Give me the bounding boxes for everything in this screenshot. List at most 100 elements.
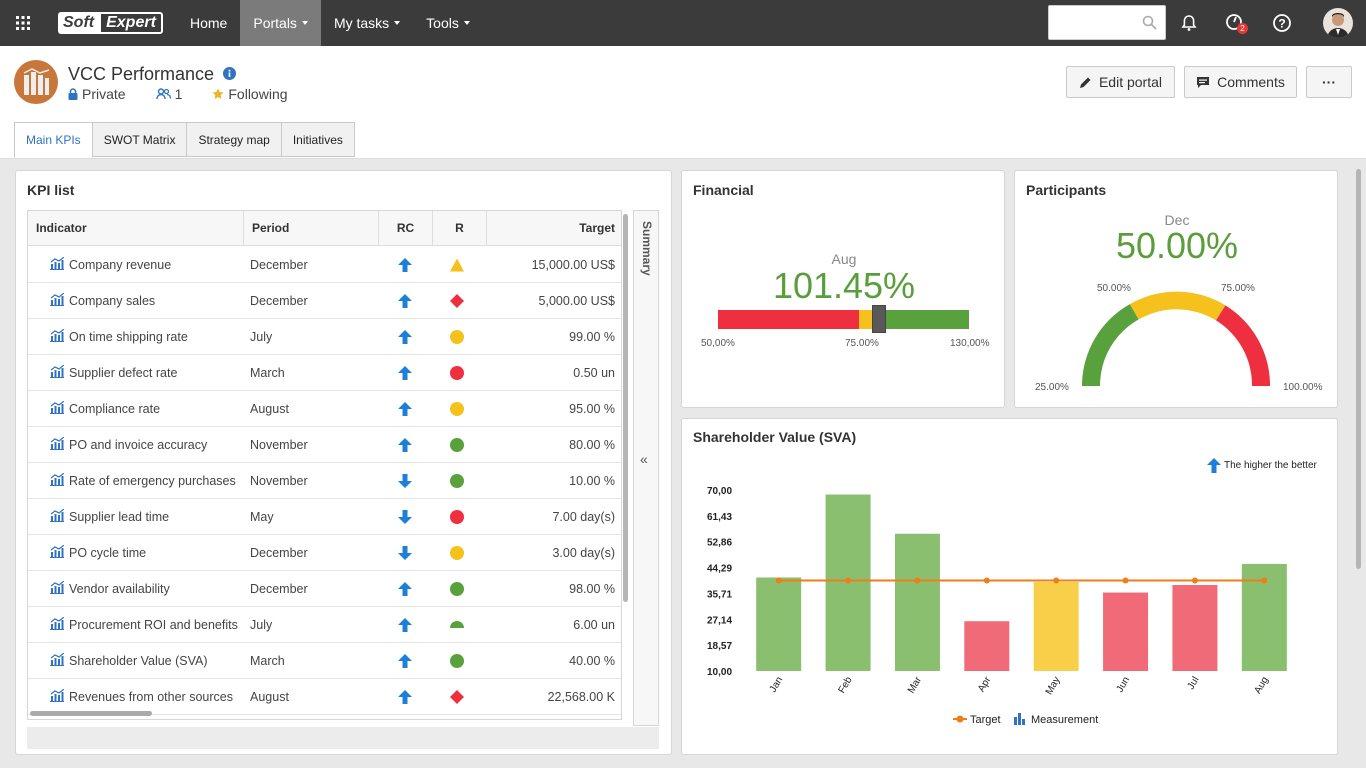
legend-measurement-bar xyxy=(1018,713,1021,725)
table-row[interactable]: Shareholder Value (SVA) March 40.00 % xyxy=(28,643,621,679)
comments-button[interactable]: Comments xyxy=(1184,66,1297,98)
tab-strategy-map-label: Strategy map xyxy=(198,132,270,147)
arrow-up-icon xyxy=(397,617,413,633)
chevron-down-icon xyxy=(463,21,470,25)
indicator-cell[interactable]: PO cycle time xyxy=(50,535,146,571)
x-tick-label: Aug xyxy=(1252,675,1270,696)
logo-text-left: Soft xyxy=(58,12,100,34)
softexpert-logo[interactable]: Soft Expert xyxy=(58,10,170,36)
target-cell: 95.00 % xyxy=(569,402,615,416)
nav-my-tasks[interactable]: My tasks xyxy=(321,0,413,46)
apps-grid-icon[interactable] xyxy=(0,0,46,46)
indicator-cell[interactable]: Compliance rate xyxy=(50,391,160,427)
edit-portal-button[interactable]: Edit portal xyxy=(1066,66,1175,98)
indicator-name: On time shipping rate xyxy=(69,330,188,344)
indicator-cell[interactable]: Company revenue xyxy=(50,247,171,283)
target-cell: 6.00 un xyxy=(573,618,615,632)
table-row[interactable]: Company revenue December 15,000.00 US$ xyxy=(28,247,621,283)
search-input[interactable] xyxy=(1048,5,1166,40)
kpi-chart-icon xyxy=(50,292,65,309)
gauge-segment-green xyxy=(1082,304,1139,386)
arrow-down-icon xyxy=(397,545,413,561)
participants-value: 50.00% xyxy=(1115,225,1239,266)
target-cell: 7.00 day(s) xyxy=(552,510,615,524)
privacy-label: Private xyxy=(82,86,126,102)
period-cell: July xyxy=(250,618,273,632)
arrow-up-icon xyxy=(1207,458,1221,473)
indicator-cell[interactable]: Supplier lead time xyxy=(50,499,169,535)
y-tick-label: 52,86 xyxy=(707,538,732,549)
status-circle-yellow-icon xyxy=(449,545,465,561)
members-count[interactable]: 1 xyxy=(155,86,182,102)
indicator-cell[interactable]: Vendor availability xyxy=(50,571,170,607)
column-header-period[interactable]: Period xyxy=(244,211,379,246)
table-row[interactable]: Compliance rate August 95.00 % xyxy=(28,391,621,427)
table-row[interactable]: Vendor availability December 98.00 % xyxy=(28,571,621,607)
indicator-cell[interactable]: Rate of emergency purchases xyxy=(50,463,236,499)
indicator-cell[interactable]: Company sales xyxy=(50,283,155,319)
indicator-cell[interactable]: Procurement ROI and benefits xyxy=(50,607,238,643)
x-tick-label: Apr xyxy=(976,674,994,694)
period-cell: November xyxy=(250,474,308,488)
vertical-scrollbar-track[interactable] xyxy=(623,214,628,602)
sva-title: Shareholder Value (SVA) xyxy=(693,429,857,445)
indicator-name: Compliance rate xyxy=(69,402,161,416)
status-circle-red-icon xyxy=(449,509,465,525)
pencil-icon xyxy=(1079,77,1091,88)
dashboard-area: KPI list Indicator Period RC R Target Co… xyxy=(0,158,1366,768)
horizontal-scrollbar[interactable] xyxy=(30,711,152,716)
table-row[interactable]: PO and invoice accuracy November 80.00 % xyxy=(28,427,621,463)
table-row[interactable]: PO cycle time December 3.00 day(s) xyxy=(28,535,621,571)
legend-measurement-bar xyxy=(1022,719,1025,725)
tab-initiatives[interactable]: Initiatives xyxy=(280,122,355,157)
notification-badge: 2 xyxy=(1237,23,1248,34)
bar-jul xyxy=(1172,585,1218,671)
kpi-list-title: KPI list xyxy=(27,182,75,198)
tab-main-kpis[interactable]: Main KPIs xyxy=(14,122,93,158)
arrow-up-icon xyxy=(397,437,413,453)
table-row[interactable]: Rate of emergency purchases November 10.00… xyxy=(28,463,621,499)
nav-portals[interactable]: Portals xyxy=(240,0,321,46)
info-icon[interactable] xyxy=(223,67,237,80)
tab-strategy-map[interactable]: Strategy map xyxy=(186,122,282,157)
nav-tools[interactable]: Tools xyxy=(413,0,483,46)
tab-swot-matrix[interactable]: SWOT Matrix xyxy=(91,122,188,157)
nav-home-label: Home xyxy=(190,15,228,31)
x-tick-label: Jan xyxy=(768,675,786,694)
tasks-gauge-icon[interactable]: 2 xyxy=(1222,10,1248,36)
table-row[interactable]: Supplier lead time May 7.00 day(s) xyxy=(28,499,621,535)
collapse-icon[interactable]: « xyxy=(640,451,648,467)
indicator-name: Vendor availability xyxy=(69,582,170,596)
column-header-indicator[interactable]: Indicator xyxy=(28,211,244,246)
table-row[interactable]: Procurement ROI and benefits July 6.00 un xyxy=(28,607,621,643)
table-row[interactable]: On time shipping rate July 99.00 % xyxy=(28,319,621,355)
bar-apr xyxy=(964,621,1010,671)
indicator-cell[interactable]: On time shipping rate xyxy=(50,319,188,355)
page-scrollbar[interactable] xyxy=(1356,169,1361,569)
indicator-cell[interactable]: Shareholder Value (SVA) xyxy=(50,643,208,679)
user-avatar[interactable] xyxy=(1323,8,1353,38)
more-options-button[interactable]: ··· xyxy=(1306,66,1352,98)
y-tick-label: 61,43 xyxy=(707,512,732,523)
nav-home[interactable]: Home xyxy=(177,0,240,46)
summary-panel[interactable]: Summary « xyxy=(633,210,659,726)
period-cell: December xyxy=(250,258,308,272)
indicator-cell[interactable]: Revenues from other sources xyxy=(50,679,233,715)
column-header-target[interactable]: Target xyxy=(487,211,621,246)
bell-icon[interactable] xyxy=(1176,10,1202,36)
indicator-name: Company sales xyxy=(69,294,156,308)
lock-icon xyxy=(68,88,78,100)
bar-mar xyxy=(894,533,940,671)
table-row[interactable]: Company sales December 5,000.00 US$ xyxy=(28,283,621,319)
following-toggle[interactable]: Following xyxy=(212,86,288,102)
arrow-down-icon xyxy=(397,473,413,489)
indicator-cell[interactable]: PO and invoice accuracy xyxy=(50,427,207,463)
table-row[interactable]: Revenues from other sources August 22,568.… xyxy=(28,679,621,715)
column-header-r[interactable]: R xyxy=(433,211,487,246)
indicator-cell[interactable]: Supplier defect rate xyxy=(50,355,177,391)
column-header-rc[interactable]: RC xyxy=(379,211,433,246)
table-row[interactable]: Supplier defect rate March 0.50 un xyxy=(28,355,621,391)
help-icon[interactable]: ? xyxy=(1269,10,1295,36)
financial-scale-min: 50,00% xyxy=(701,338,735,349)
search-icon[interactable] xyxy=(1142,15,1157,30)
